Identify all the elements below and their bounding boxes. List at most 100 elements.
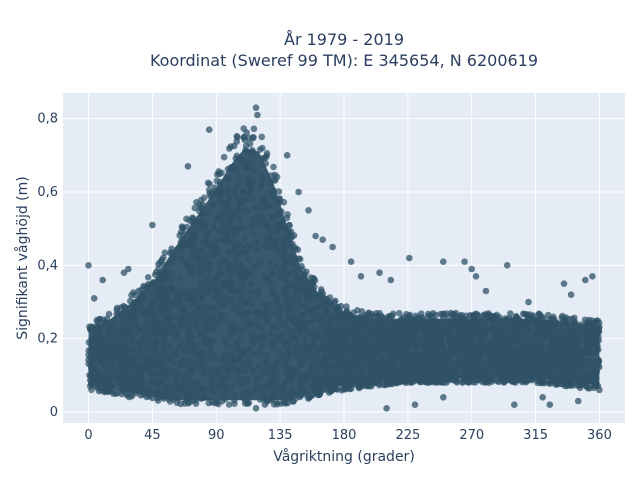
data-point [550, 313, 557, 321]
x-tick-label: 180 [332, 428, 357, 443]
data-point [520, 377, 527, 385]
data-point [258, 133, 266, 141]
outlier-point [539, 394, 546, 401]
data-point [333, 385, 340, 393]
y-axis-title: Signifikant våghöjd (m) [14, 176, 31, 339]
data-point [537, 379, 544, 387]
outlier-point [472, 273, 480, 280]
data-point [256, 146, 264, 153]
data-point [161, 249, 169, 256]
x-tick-label: 315 [523, 428, 548, 443]
data-point [178, 223, 186, 230]
data-point [250, 133, 257, 141]
data-point [505, 376, 512, 384]
outlier-point [254, 111, 261, 119]
x-axis-title: Vågriktning (grader) [273, 448, 415, 465]
x-tick-label: 270 [459, 428, 484, 443]
outlier-point [482, 287, 490, 295]
outlier-point [357, 273, 365, 280]
data-point [270, 163, 277, 171]
x-tick-label: 135 [268, 428, 293, 443]
data-point [558, 314, 565, 322]
data-point [395, 309, 403, 317]
outlier-point [90, 295, 98, 302]
data-point [386, 313, 394, 320]
data-point [306, 394, 313, 401]
data-point [226, 145, 233, 152]
outlier-point [525, 298, 532, 306]
data-point [465, 376, 472, 384]
outlier-point [312, 232, 319, 240]
data-point [241, 136, 249, 144]
data-point [544, 311, 552, 319]
outlier-point [184, 163, 192, 170]
outlier-point [85, 262, 92, 269]
outlier-point [295, 188, 302, 196]
data-point [358, 308, 366, 315]
data-point [275, 188, 283, 195]
x-tick-label: 225 [395, 428, 420, 443]
data-point [205, 186, 213, 194]
outlier-point [99, 276, 106, 284]
data-point [241, 400, 249, 407]
outlier-point [560, 280, 568, 288]
outlier-point [468, 265, 476, 273]
data-point [186, 398, 194, 406]
y-tick-label: 0,2 [37, 332, 58, 347]
dense-point-cloud [88, 148, 600, 401]
data-point [520, 310, 527, 318]
data-point [347, 385, 355, 393]
outlier-point [567, 291, 575, 299]
outlier-point [411, 401, 419, 409]
data-point [310, 275, 317, 282]
data-point [183, 215, 190, 223]
data-point [130, 289, 137, 296]
y-tick-label: 0,8 [37, 112, 58, 127]
data-point [225, 401, 233, 408]
data-point [233, 132, 241, 140]
data-point [358, 382, 366, 390]
data-point [590, 384, 598, 392]
outlier-point [125, 265, 132, 273]
tick-labels: 0 45 90 135 180 225 270 315 360 0 0,2 0,4 0,6 0,8 [37, 112, 612, 443]
data-point [125, 393, 133, 401]
data-point [561, 382, 569, 390]
data-point [101, 388, 108, 396]
data-point [585, 316, 593, 324]
outlier-point [120, 269, 128, 277]
data-point [365, 382, 373, 390]
data-point [263, 152, 271, 160]
outlier-point [347, 258, 355, 266]
outlier-point [440, 258, 447, 266]
data-point [220, 153, 228, 161]
outlier-point [376, 269, 383, 277]
outlier-point [205, 126, 213, 133]
data-point [437, 310, 445, 318]
data-point [191, 204, 199, 212]
data-point [325, 389, 333, 396]
outlier-point [582, 276, 589, 284]
data-point [456, 312, 464, 320]
outlier-point [546, 401, 554, 409]
data-point [278, 400, 285, 407]
data-point [535, 311, 543, 318]
data-points [85, 104, 603, 412]
data-point [200, 194, 208, 202]
data-point [158, 256, 166, 264]
x-tick-label: 90 [208, 428, 225, 443]
data-point [591, 319, 598, 327]
outlier-point [511, 401, 518, 409]
x-tick-label: 360 [587, 428, 612, 443]
data-point [96, 316, 103, 323]
data-point [405, 312, 413, 320]
outlier-point [252, 104, 260, 111]
data-point [316, 391, 323, 398]
data-point [374, 312, 382, 320]
data-point [144, 274, 152, 281]
data-point [250, 125, 258, 133]
data-point [181, 400, 189, 407]
data-point [242, 142, 250, 150]
data-point [215, 168, 222, 175]
outlier-point [149, 221, 156, 229]
data-point [450, 311, 458, 318]
